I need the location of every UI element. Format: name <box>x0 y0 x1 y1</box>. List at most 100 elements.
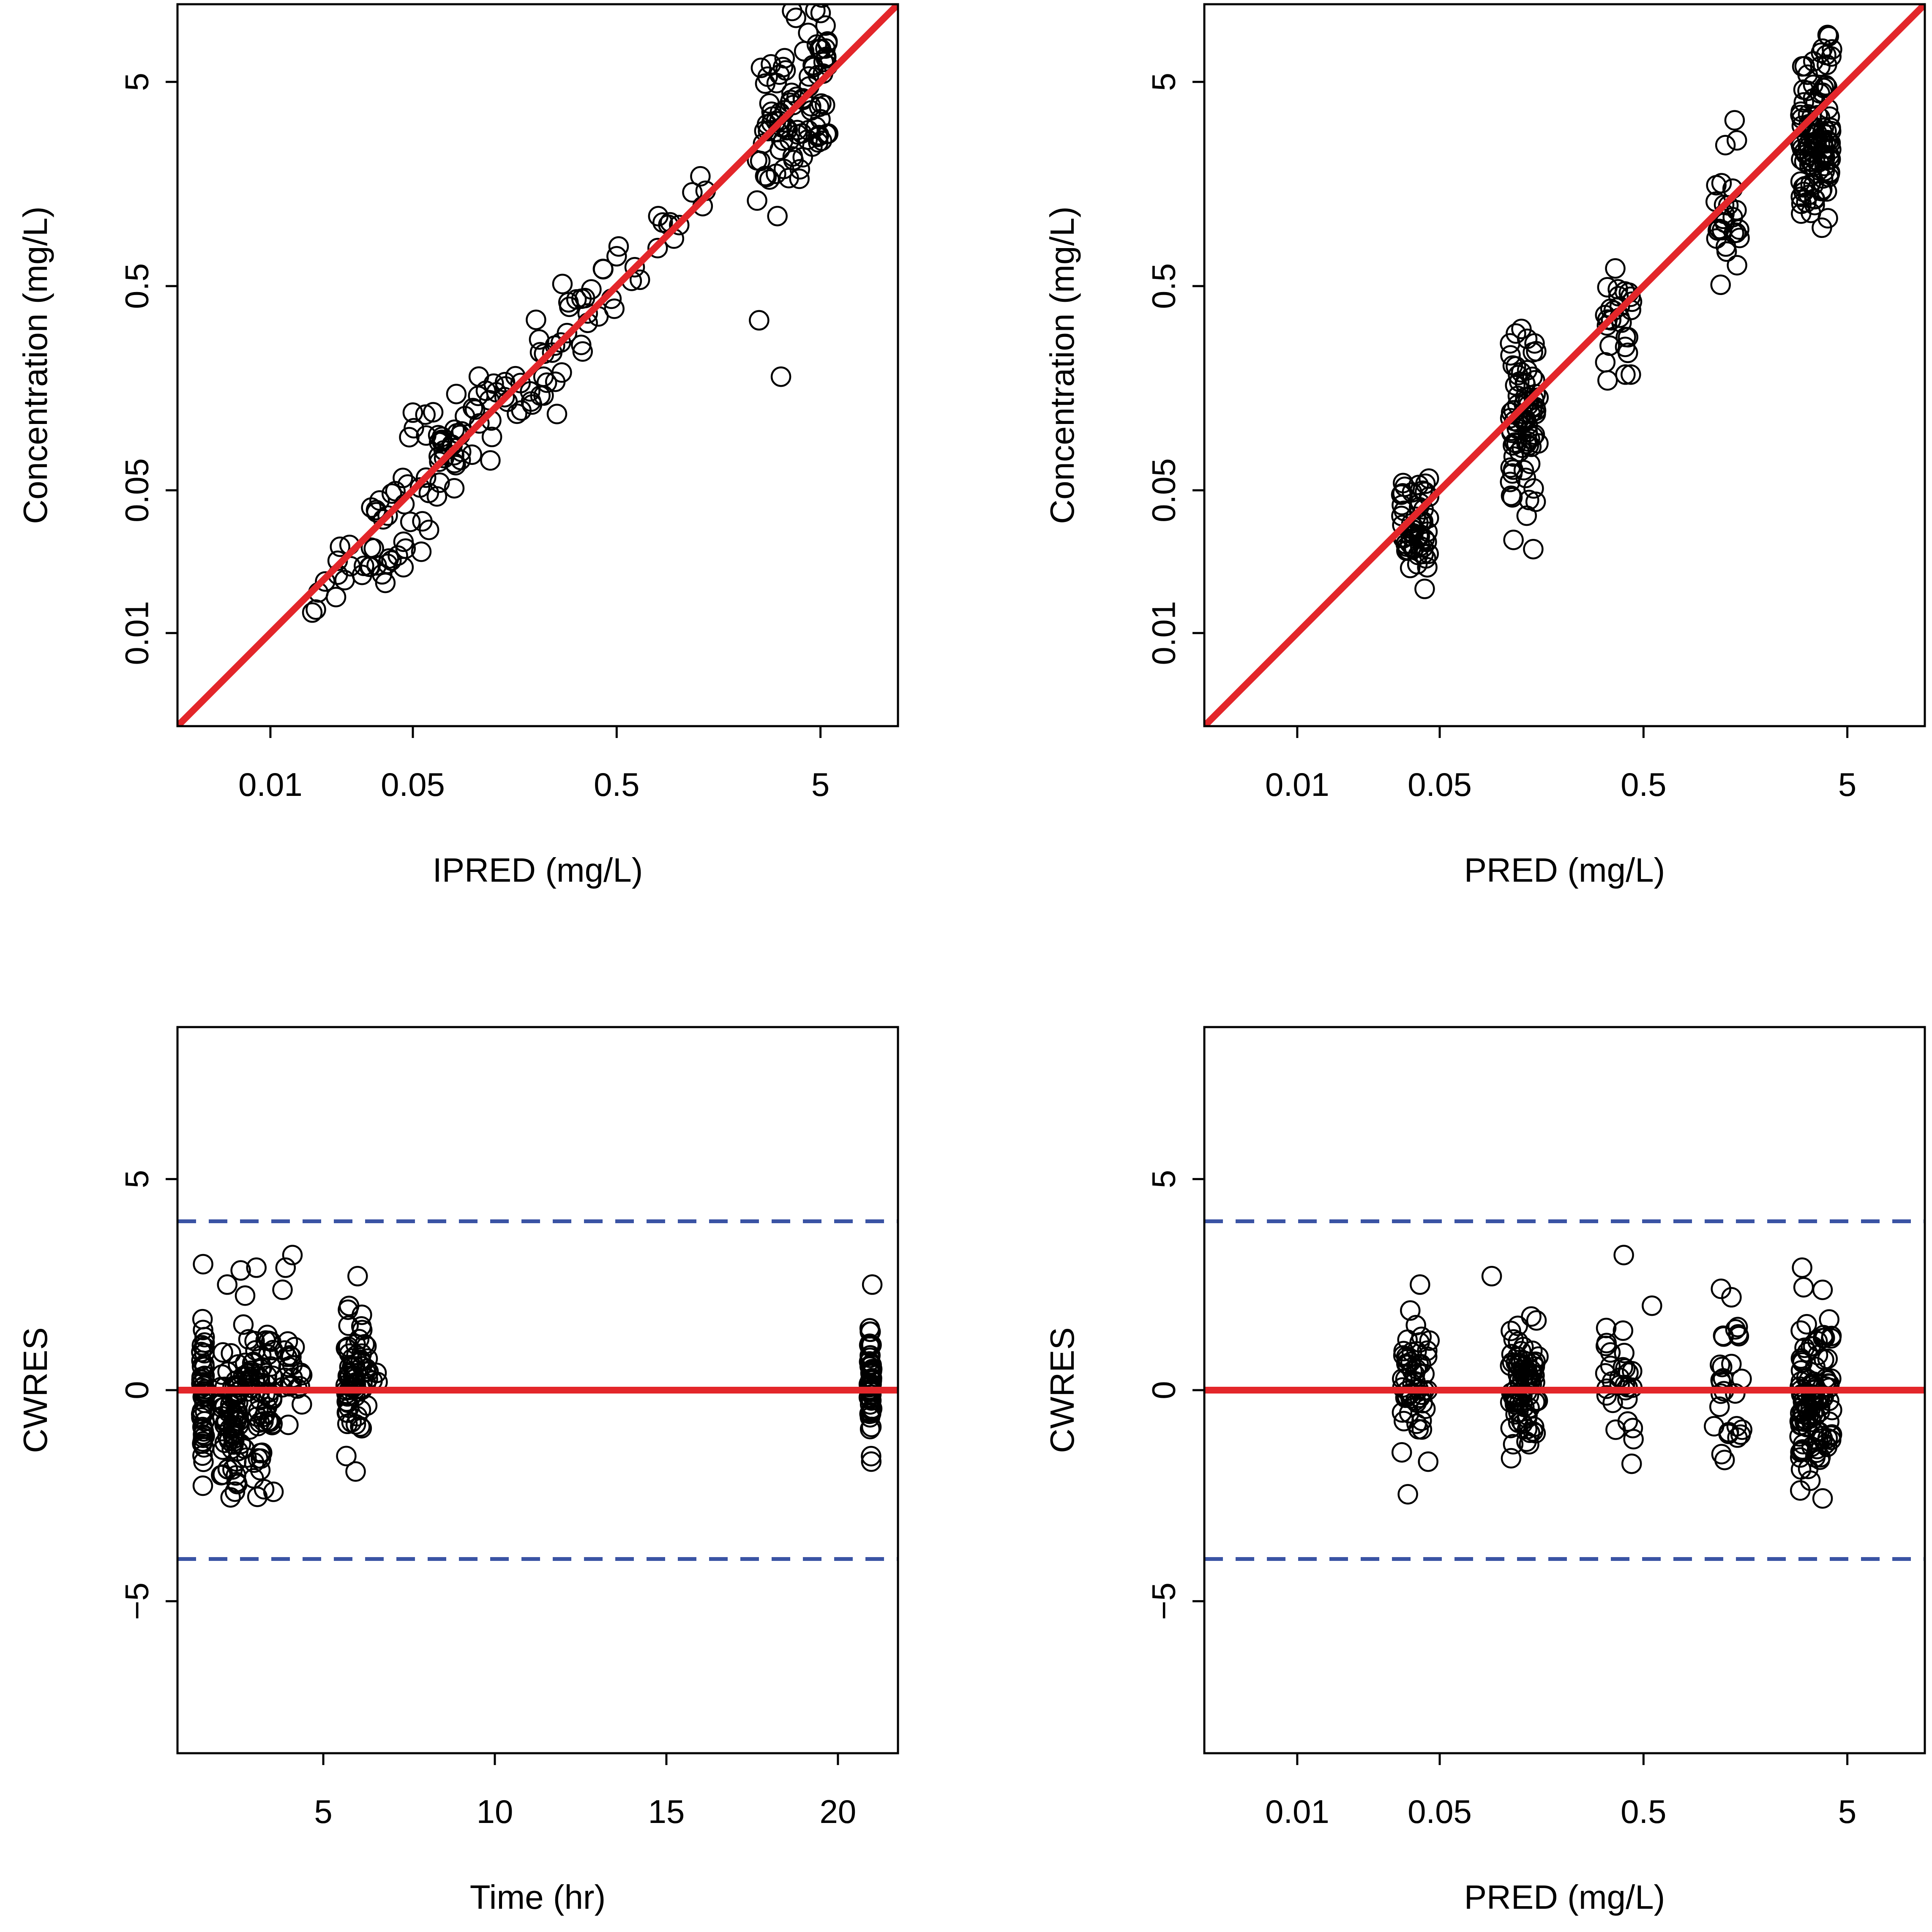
data-point <box>767 205 788 227</box>
data-point <box>1806 137 1828 158</box>
data-point <box>1724 223 1744 243</box>
y-axis-title: CWRES <box>16 1327 54 1453</box>
data-point <box>192 1433 213 1454</box>
data-point <box>1615 327 1636 347</box>
data-point <box>1397 1484 1418 1505</box>
data-point <box>1523 342 1543 363</box>
data-point <box>608 236 629 257</box>
data-point <box>1718 1424 1739 1444</box>
data-point <box>755 166 776 186</box>
data-point <box>533 366 554 387</box>
data-point <box>1599 335 1620 356</box>
x-tick-label: 5 <box>811 766 830 803</box>
data-point <box>1617 342 1638 363</box>
data-point <box>545 371 566 392</box>
data-point <box>1820 121 1842 142</box>
data-point <box>1796 1314 1817 1335</box>
data-point <box>1642 1295 1662 1316</box>
x-axis-title: IPRED (mg/L) <box>433 851 643 889</box>
data-point <box>1412 1393 1433 1413</box>
axes: 0.01 0.05 0.5 5 −5 0 5 <box>1145 1170 1857 1830</box>
data-point <box>356 1336 377 1357</box>
data-point <box>803 57 824 78</box>
y-tick-label: −5 <box>118 1582 156 1620</box>
x-tick-label: 0.05 <box>381 766 445 803</box>
data-point <box>1596 315 1618 336</box>
data-point <box>411 541 432 562</box>
data-point <box>279 1345 300 1366</box>
data-point <box>1821 1424 1842 1445</box>
y-tick-label: 5 <box>118 1170 156 1188</box>
data-point <box>1409 1332 1430 1353</box>
data-point <box>1793 92 1814 113</box>
data-point <box>1523 478 1544 499</box>
x-tick-label: 5 <box>314 1793 332 1830</box>
data-point <box>1790 1459 1812 1480</box>
data-point <box>446 383 467 404</box>
data-point <box>1816 121 1837 142</box>
data-point <box>237 1366 257 1387</box>
data-point <box>1729 227 1750 249</box>
data-point <box>769 64 790 85</box>
data-point <box>1807 1421 1828 1442</box>
data-point <box>402 402 423 423</box>
data-point <box>1600 1355 1621 1376</box>
data-point <box>1798 1459 1819 1479</box>
x-tick-label: 20 <box>820 1793 857 1830</box>
data-point <box>1818 131 1839 152</box>
data-point <box>338 1315 359 1336</box>
data-point <box>445 455 466 475</box>
data-point <box>1716 241 1737 262</box>
data-point <box>357 1395 378 1416</box>
data-point <box>1821 1328 1842 1349</box>
data-point <box>1615 364 1636 385</box>
data-point <box>282 1245 303 1265</box>
data-point <box>777 119 798 140</box>
data-point <box>1414 1364 1435 1384</box>
data-point <box>347 1266 368 1287</box>
data-point <box>1817 77 1838 98</box>
data-point <box>191 1335 213 1355</box>
data-point <box>1728 1326 1749 1347</box>
y-tick-label: 5 <box>1145 73 1182 91</box>
data-point <box>275 1257 296 1278</box>
data-point <box>1710 1383 1731 1404</box>
data-point <box>1812 1488 1833 1509</box>
data-point <box>581 279 602 300</box>
data-point <box>860 1376 881 1397</box>
data-point <box>191 1366 212 1388</box>
x-tick-label: 0.5 <box>1621 1793 1666 1830</box>
data-point <box>1500 408 1521 429</box>
data-point <box>221 1438 242 1459</box>
data-point <box>415 467 437 488</box>
data-point <box>240 1360 261 1381</box>
data-point <box>1501 422 1522 443</box>
data-point <box>798 22 819 44</box>
data-point <box>222 1418 243 1439</box>
data-point <box>1605 1419 1626 1440</box>
axes: 5 10 15 20 −5 0 5 <box>118 1170 857 1830</box>
data-point <box>526 309 546 330</box>
data-point <box>1419 1330 1440 1351</box>
data-point <box>1618 1362 1639 1383</box>
data-point <box>1727 1427 1748 1448</box>
axes: 0.01 0.05 0.5 5 0.01 0.05 0.5 5 <box>1145 73 1857 803</box>
data-point <box>236 1447 257 1468</box>
data-point <box>1410 1274 1430 1295</box>
data-point <box>230 1260 251 1281</box>
data-point <box>381 550 402 571</box>
x-axis-title: PRED (mg/L) <box>1464 851 1665 889</box>
data-point <box>809 38 830 60</box>
data-point <box>352 1320 373 1341</box>
data-point <box>682 182 703 203</box>
data-point <box>480 450 501 471</box>
data-point <box>1500 333 1520 354</box>
axes: 0.01 0.05 0.5 5 0.01 0.05 0.5 5 <box>118 73 830 803</box>
data-point <box>1393 473 1414 494</box>
panel-cwres-vs-pred: 0.01 0.05 0.5 5 −5 0 5 PRED (mg/L) CWRES <box>1043 1026 1926 1916</box>
plot-frame <box>176 3 899 727</box>
data-point <box>805 116 827 137</box>
data-point <box>1524 333 1545 354</box>
data-point <box>606 246 627 267</box>
data-point <box>234 1438 255 1459</box>
